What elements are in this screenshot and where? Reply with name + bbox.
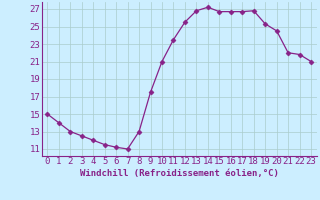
X-axis label: Windchill (Refroidissement éolien,°C): Windchill (Refroidissement éolien,°C): [80, 169, 279, 178]
